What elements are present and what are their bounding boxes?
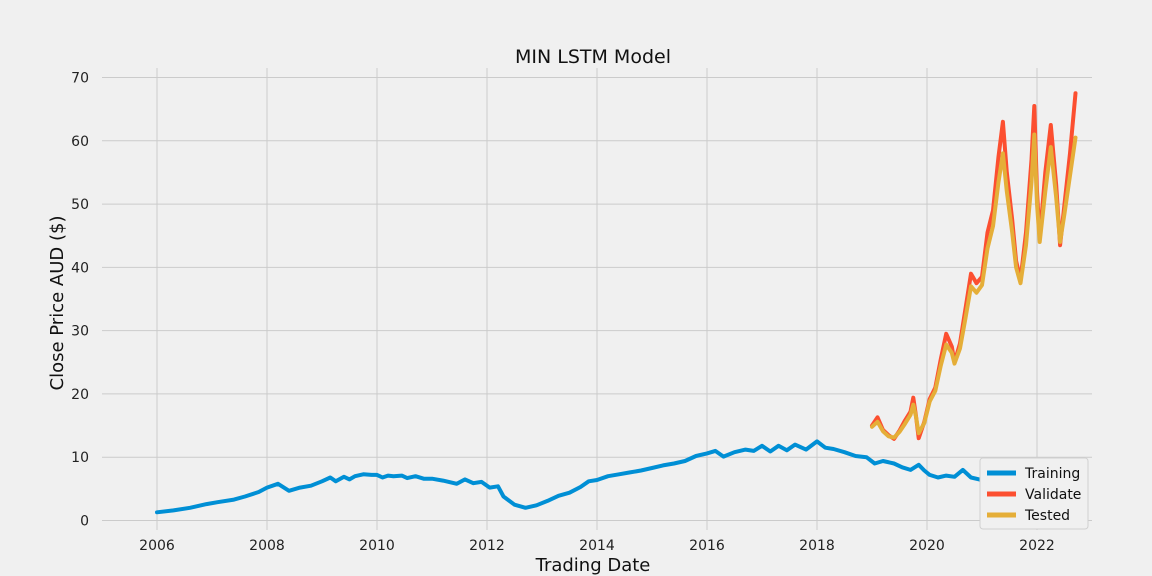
- x-tick-label: 2022: [1019, 538, 1055, 554]
- x-tick-label: 2010: [359, 538, 395, 554]
- x-tick-label: 2008: [249, 538, 285, 554]
- x-tick-label: 2014: [579, 538, 615, 554]
- legend-box: [979, 457, 1089, 530]
- legend: Training Validate Tested: [979, 457, 1089, 530]
- y-tick-label: 70: [71, 70, 89, 86]
- y-tick-label: 10: [71, 450, 89, 466]
- series-layer: [155, 91, 1078, 515]
- y-axis-label: Close Price AUD ($): [47, 216, 68, 391]
- series-line-tested: [870, 132, 1078, 440]
- legend-label-tested: Tested: [1024, 508, 1070, 524]
- x-tick-label: 2020: [909, 538, 945, 554]
- x-tick-label: 2012: [469, 538, 505, 554]
- chart-title: MIN LSTM Model: [515, 46, 671, 68]
- series-line-training: [155, 439, 1050, 515]
- legend-label-training: Training: [1024, 466, 1080, 482]
- y-tick-label: 20: [71, 387, 89, 403]
- tick-labels: 0 10 20 30 40 50 60 70 2006 2008 2010 2012 2014 2016 2…: [71, 70, 1055, 554]
- legend-label-validate: Validate: [1025, 487, 1081, 503]
- series-line-validate: [870, 91, 1078, 441]
- y-tick-label: 50: [71, 197, 89, 213]
- y-tick-label: 60: [71, 134, 89, 150]
- y-tick-label: 40: [71, 260, 89, 276]
- x-tick-label: 2018: [799, 538, 835, 554]
- grid-lines: [102, 68, 1092, 530]
- x-axis-label: Trading Date: [535, 555, 651, 576]
- x-tick-label: 2016: [689, 538, 725, 554]
- x-tick-label: 2006: [139, 538, 175, 554]
- y-tick-label: 0: [80, 514, 89, 530]
- y-tick-label: 30: [71, 324, 89, 340]
